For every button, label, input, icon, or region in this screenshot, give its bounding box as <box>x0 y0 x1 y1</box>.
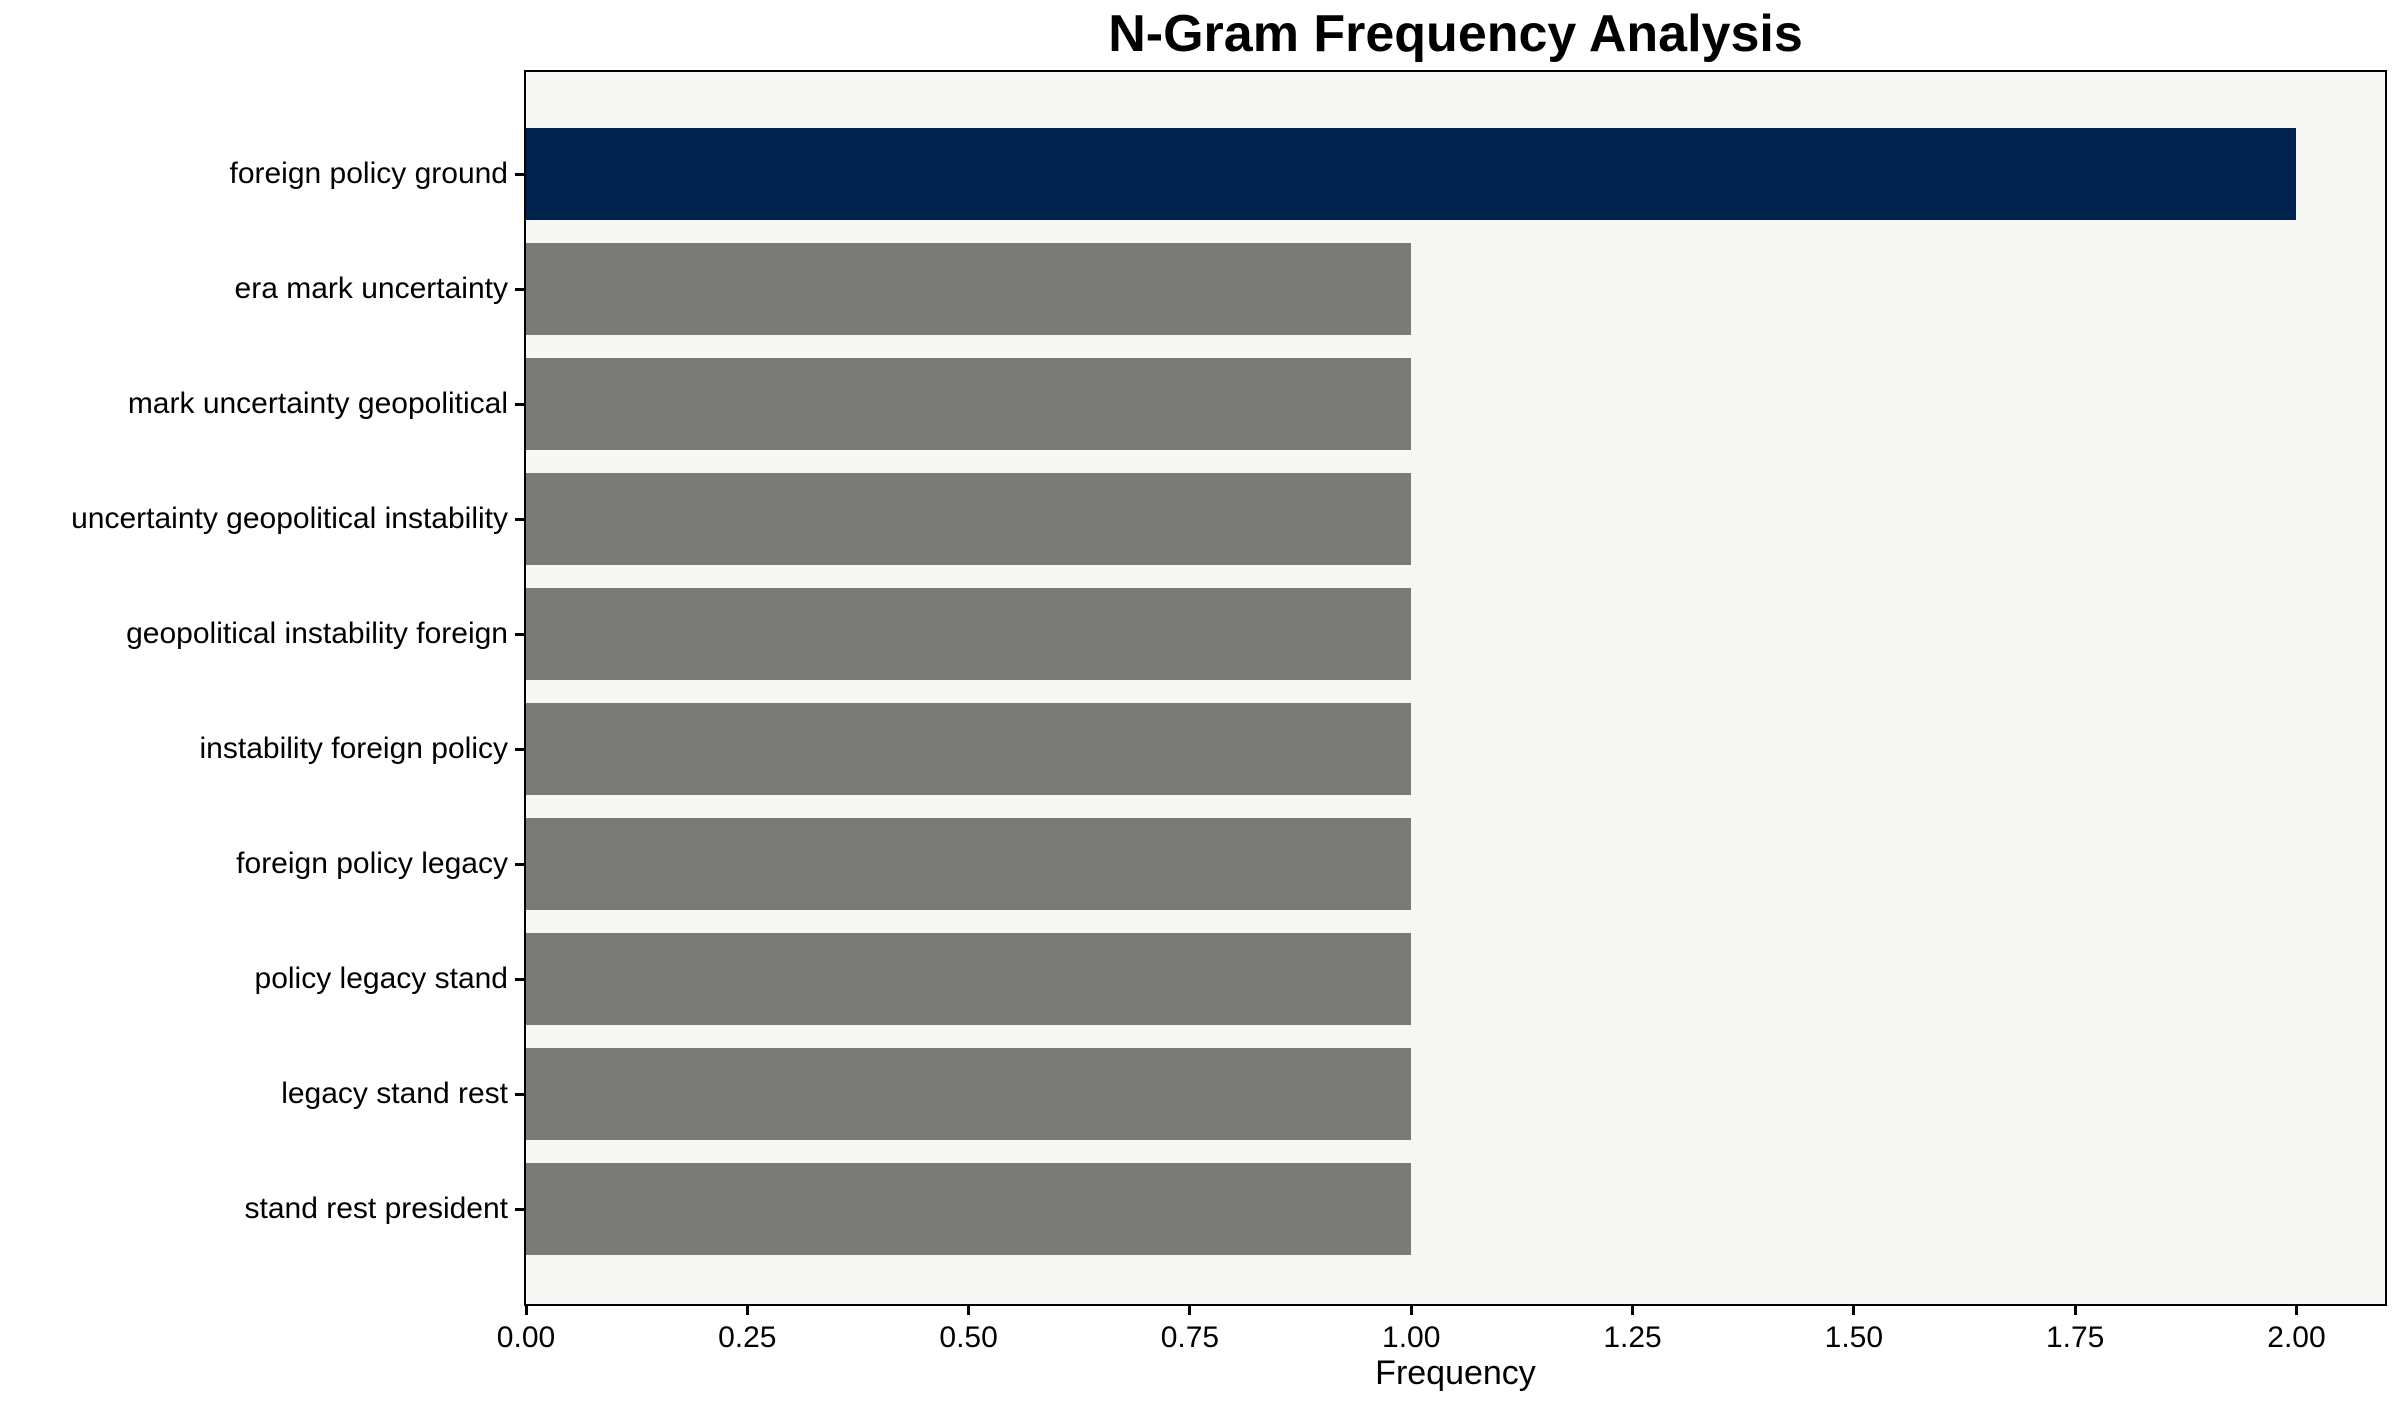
x-tick-label: 0.25 <box>718 1321 777 1354</box>
y-tick <box>515 747 526 751</box>
bar <box>525 932 1411 1025</box>
x-tick <box>1852 1304 1856 1315</box>
y-axis-label: era mark uncertainty <box>234 272 508 305</box>
bar <box>525 472 1411 565</box>
bar <box>525 587 1411 680</box>
bar <box>525 242 1411 335</box>
bar <box>525 1047 1411 1140</box>
y-tick <box>515 1207 526 1211</box>
x-tick-label: 0.50 <box>939 1321 998 1354</box>
y-tick <box>515 517 526 521</box>
x-tick <box>967 1304 971 1315</box>
bar <box>525 127 2296 220</box>
x-tick <box>1631 1304 1635 1315</box>
y-axis-label: uncertainty geopolitical instability <box>71 502 508 535</box>
y-axis-label: instability foreign policy <box>199 732 508 765</box>
y-tick <box>515 287 526 291</box>
plot-area <box>523 69 2387 1306</box>
x-axis-title: Frequency <box>1375 1354 1536 1392</box>
y-axis-label: mark uncertainty geopolitical <box>127 387 508 420</box>
bar <box>525 1162 1411 1255</box>
x-tick-label: 1.50 <box>1824 1321 1884 1354</box>
x-tick-label: 1.75 <box>2045 1321 2105 1354</box>
y-tick <box>515 977 526 981</box>
x-tick <box>524 1304 528 1315</box>
x-tick-label: 1.25 <box>1603 1321 1662 1354</box>
x-tick-label: 1.00 <box>1382 1321 1441 1354</box>
bar <box>525 817 1411 910</box>
y-axis-label: legacy stand rest <box>281 1077 508 1110</box>
y-tick <box>515 172 526 176</box>
bar <box>525 702 1411 795</box>
x-tick <box>1409 1304 1413 1315</box>
bar <box>525 357 1411 450</box>
chart-title: N-Gram Frequency Analysis <box>1108 5 1803 63</box>
x-tick <box>745 1304 749 1315</box>
x-tick <box>2294 1304 2298 1315</box>
y-axis-label: policy legacy stand <box>254 962 508 995</box>
x-tick <box>1188 1304 1192 1315</box>
x-tick-label: 0.00 <box>496 1321 556 1354</box>
x-tick-label: 0.75 <box>1160 1321 1220 1354</box>
y-tick <box>515 632 526 636</box>
y-tick <box>515 862 526 866</box>
x-tick-label: 2.00 <box>2267 1321 2326 1354</box>
y-tick <box>515 1092 526 1096</box>
x-tick <box>2073 1304 2077 1315</box>
y-axis-label: geopolitical instability foreign <box>126 617 508 650</box>
y-axis-label: stand rest president <box>244 1192 508 1225</box>
y-tick <box>515 402 526 406</box>
y-axis-label: foreign policy ground <box>229 157 508 190</box>
y-axis-label: foreign policy legacy <box>236 847 508 880</box>
